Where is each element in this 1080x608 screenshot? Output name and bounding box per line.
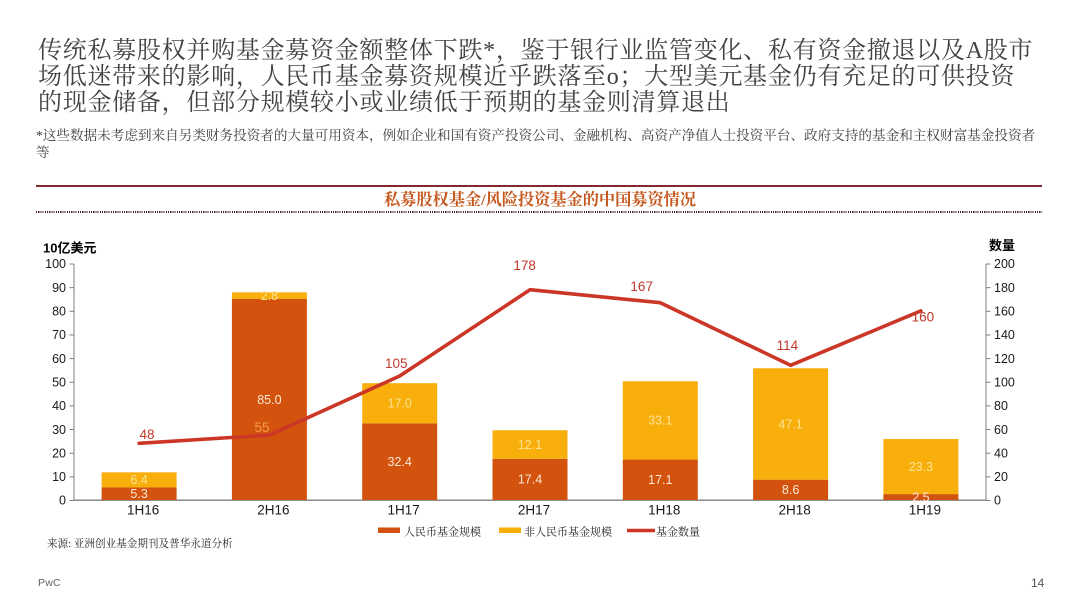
svg-text:114: 114: [777, 338, 799, 353]
svg-text:60: 60: [994, 423, 1008, 437]
svg-text:2H17: 2H17: [518, 503, 550, 518]
svg-text:0: 0: [994, 494, 1001, 508]
svg-text:2H18: 2H18: [778, 503, 810, 518]
svg-text:2H16: 2H16: [257, 503, 289, 518]
svg-text:30: 30: [52, 423, 66, 437]
svg-text:数量: 数量: [989, 238, 1015, 253]
svg-text:10: 10: [52, 470, 66, 484]
svg-text:1H18: 1H18: [648, 503, 680, 518]
svg-text:178: 178: [513, 258, 536, 273]
svg-text:167: 167: [630, 279, 653, 294]
svg-text:8.6: 8.6: [782, 483, 799, 497]
svg-text:1H17: 1H17: [388, 503, 420, 518]
svg-text:17.0: 17.0: [388, 397, 412, 411]
svg-text:20: 20: [994, 470, 1008, 484]
svg-text:6.4: 6.4: [130, 473, 147, 487]
svg-text:40: 40: [994, 446, 1008, 460]
svg-text:32.4: 32.4: [388, 455, 412, 469]
svg-text:160: 160: [994, 305, 1015, 319]
svg-text:100: 100: [994, 375, 1015, 389]
svg-text:180: 180: [994, 281, 1015, 295]
svg-text:200: 200: [994, 257, 1015, 271]
svg-text:20: 20: [52, 446, 66, 460]
svg-text:0: 0: [59, 494, 66, 508]
svg-text:105: 105: [385, 356, 408, 371]
svg-text:160: 160: [912, 309, 935, 324]
svg-text:1H19: 1H19: [909, 503, 941, 518]
svg-text:48: 48: [139, 427, 154, 442]
svg-text:140: 140: [994, 328, 1015, 342]
svg-text:60: 60: [52, 352, 66, 366]
svg-text:70: 70: [52, 328, 66, 342]
svg-text:100: 100: [45, 257, 66, 271]
svg-text:人民币基金规模: 人民币基金规模: [404, 525, 481, 539]
svg-text:17.4: 17.4: [518, 473, 542, 487]
svg-text:33.1: 33.1: [648, 414, 672, 428]
svg-text:17.1: 17.1: [648, 473, 672, 487]
svg-text:90: 90: [52, 281, 66, 295]
svg-text:2.5: 2.5: [912, 490, 929, 504]
svg-text:85.0: 85.0: [257, 393, 281, 407]
svg-text:5.3: 5.3: [130, 487, 147, 501]
svg-text:10亿美元: 10亿美元: [43, 241, 96, 256]
svg-text:40: 40: [52, 399, 66, 413]
svg-text:基金数量: 基金数量: [656, 525, 700, 539]
svg-text:80: 80: [994, 399, 1008, 413]
svg-text:47.1: 47.1: [778, 417, 802, 431]
svg-text:55: 55: [254, 420, 269, 435]
svg-text:120: 120: [994, 352, 1015, 366]
svg-text:23.3: 23.3: [909, 460, 933, 474]
svg-text:2.8: 2.8: [261, 289, 278, 303]
svg-text:80: 80: [52, 305, 66, 319]
svg-text:12.1: 12.1: [518, 438, 542, 452]
svg-text:50: 50: [52, 375, 66, 389]
svg-text:1H16: 1H16: [127, 503, 159, 518]
svg-text:非人民币基金规模: 非人民币基金规模: [524, 525, 612, 539]
